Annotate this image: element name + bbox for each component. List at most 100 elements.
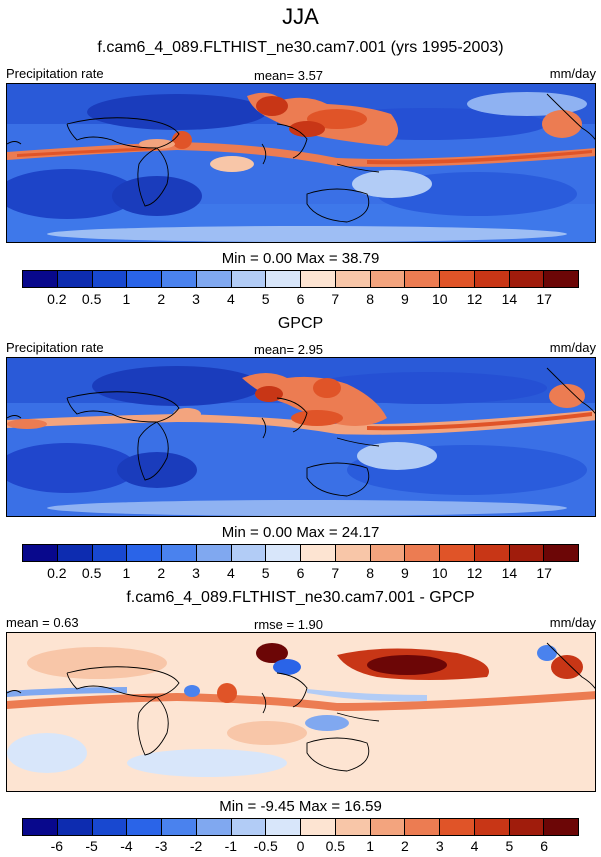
colorbar-tick-label: -1: [224, 838, 238, 854]
colorbar-tick-label: 6: [296, 291, 305, 307]
panel3-title: f.cam6_4_089.FLTHIST_ne30.cam7.001 - GPC…: [126, 589, 475, 606]
colorbar-tick-label: 10: [431, 291, 448, 307]
colorbar-tick-label: 0.5: [325, 838, 346, 854]
colorbar-swatch: [509, 271, 545, 287]
colorbar-tick-label: 4: [226, 291, 235, 307]
panel3-difference-map: [6, 632, 596, 792]
colorbar-swatch: [92, 819, 128, 835]
colorbar-tick-label: 0: [296, 838, 305, 854]
colorbar-swatch: [370, 819, 406, 835]
colorbar-tick-label: 14: [501, 565, 518, 581]
panel2-mean-label: mean= 2.95: [254, 342, 324, 357]
colorbar-tick-label: 0.5: [81, 565, 102, 581]
colorbar-tick-label: 2: [157, 565, 166, 581]
colorbar-swatch: [196, 271, 232, 287]
colorbar-tick-label: 4: [226, 565, 235, 581]
panel1-mean-label: mean= 3.57: [254, 68, 324, 83]
panel1-title: f.cam6_4_089.FLTHIST_ne30.cam7.001 (yrs …: [97, 39, 504, 56]
colorbar-swatch: [301, 271, 336, 287]
colorbar-swatch: [127, 819, 162, 835]
panel3-minmax: Min = -9.45 Max = 16.59: [219, 798, 382, 815]
panel1-colorbar: [22, 270, 579, 288]
colorbar-tick-label: 10: [431, 565, 448, 581]
colorbar-tick-label: 17: [536, 291, 552, 307]
colorbar-tick-label: 17: [536, 565, 552, 581]
colorbar-swatch: [405, 271, 440, 287]
panel2-left-label: Precipitation rate: [6, 340, 104, 355]
colorbar-swatch: [405, 819, 440, 835]
colorbar-tick-label: 7: [331, 565, 340, 581]
colorbar-tick-label: 3: [435, 838, 444, 854]
panel2-colorbar-ticks: 0.2 0.5 1 2 3 4 5 6 7 8 9 10 12 14 17: [22, 565, 579, 583]
panel2-units-label: mm/day: [549, 340, 596, 355]
colorbar-tick-label: 0.2: [47, 565, 67, 581]
panel3-rmse-label: rmse = 1.90: [254, 617, 324, 632]
panel1-colorbar-ticks: 0.2 0.5 1 2 3 4 5 6 7 8 9 10 12 14 17: [22, 291, 579, 309]
season-title: JJA: [282, 4, 319, 29]
panel2-title: GPCP: [277, 315, 324, 332]
colorbar-swatch: [231, 545, 267, 561]
colorbar-tick-label: 12: [466, 565, 483, 581]
colorbar-swatch: [231, 271, 267, 287]
colorbar-tick-label: 8: [366, 565, 375, 581]
colorbar-swatch: [370, 545, 406, 561]
colorbar-swatch: [196, 545, 232, 561]
colorbar-tick-label: 9: [401, 291, 409, 307]
colorbar-tick-label: -4: [120, 838, 133, 854]
colorbar-swatch: [474, 545, 510, 561]
colorbar-tick-label: 0.2: [47, 291, 67, 307]
colorbar-swatch: [335, 545, 371, 561]
colorbar-tick-label: 8: [366, 291, 375, 307]
colorbar-tick-label: 2: [157, 291, 166, 307]
colorbar-swatch: [440, 819, 475, 835]
colorbar-swatch: [405, 545, 440, 561]
colorbar-swatch: [509, 545, 545, 561]
colorbar-tick-label: 2: [401, 838, 409, 854]
colorbar-tick-label: 6: [296, 565, 305, 581]
colorbar-swatch: [23, 819, 58, 835]
panel3-colorbar: [22, 818, 579, 836]
colorbar-swatch: [162, 271, 197, 287]
colorbar-swatch: [127, 271, 162, 287]
colorbar-tick-label: -0.5: [253, 838, 278, 854]
colorbar-tick-label: 5: [505, 838, 514, 854]
colorbar-tick-label: 0.5: [81, 291, 102, 307]
colorbar-swatch: [301, 545, 336, 561]
panel3-colorbar-ticks: -6 -5 -4 -3 -2 -1 -0.5 0 0.5 1 2 3 4 5 6: [22, 838, 579, 856]
colorbar-tick-label: 4: [470, 838, 479, 854]
colorbar-swatch: [266, 819, 301, 835]
colorbar-swatch: [23, 545, 58, 561]
colorbar-tick-label: 3: [192, 565, 200, 581]
colorbar-swatch: [57, 545, 93, 561]
colorbar-swatch: [474, 271, 510, 287]
colorbar-swatch: [57, 271, 93, 287]
colorbar-swatch: [474, 819, 510, 835]
panel2-colorbar: [22, 544, 579, 562]
colorbar-tick-label: -6: [50, 838, 64, 854]
colorbar-tick-label: 12: [466, 291, 483, 307]
colorbar-swatch: [162, 545, 197, 561]
panel2-minmax: Min = 0.00 Max = 24.17: [221, 524, 380, 541]
colorbar-tick-label: 7: [331, 291, 340, 307]
panel1-units-label: mm/day: [549, 66, 596, 81]
colorbar-swatch: [92, 271, 128, 287]
colorbar-tick-label: 1: [366, 838, 375, 854]
colorbar-tick-label: 14: [501, 291, 518, 307]
colorbar-swatch: [440, 271, 475, 287]
colorbar-tick-label: -5: [85, 838, 98, 854]
colorbar-tick-label: 3: [192, 291, 200, 307]
colorbar-swatch: [301, 819, 336, 835]
colorbar-tick-label: -3: [155, 838, 168, 854]
colorbar-swatch: [370, 271, 406, 287]
panel3-mean-label: mean = 0.63: [6, 615, 79, 630]
colorbar-swatch: [266, 545, 301, 561]
panel3-units-label: mm/day: [549, 615, 596, 630]
colorbar-swatch: [23, 271, 58, 287]
colorbar-swatch: [92, 545, 128, 561]
colorbar-swatch: [544, 819, 578, 835]
colorbar-swatch: [231, 819, 267, 835]
colorbar-swatch: [335, 271, 371, 287]
colorbar-tick-label: 1: [122, 565, 131, 581]
colorbar-tick-label: 9: [401, 565, 409, 581]
panel1-minmax: Min = 0.00 Max = 38.79: [221, 250, 380, 267]
